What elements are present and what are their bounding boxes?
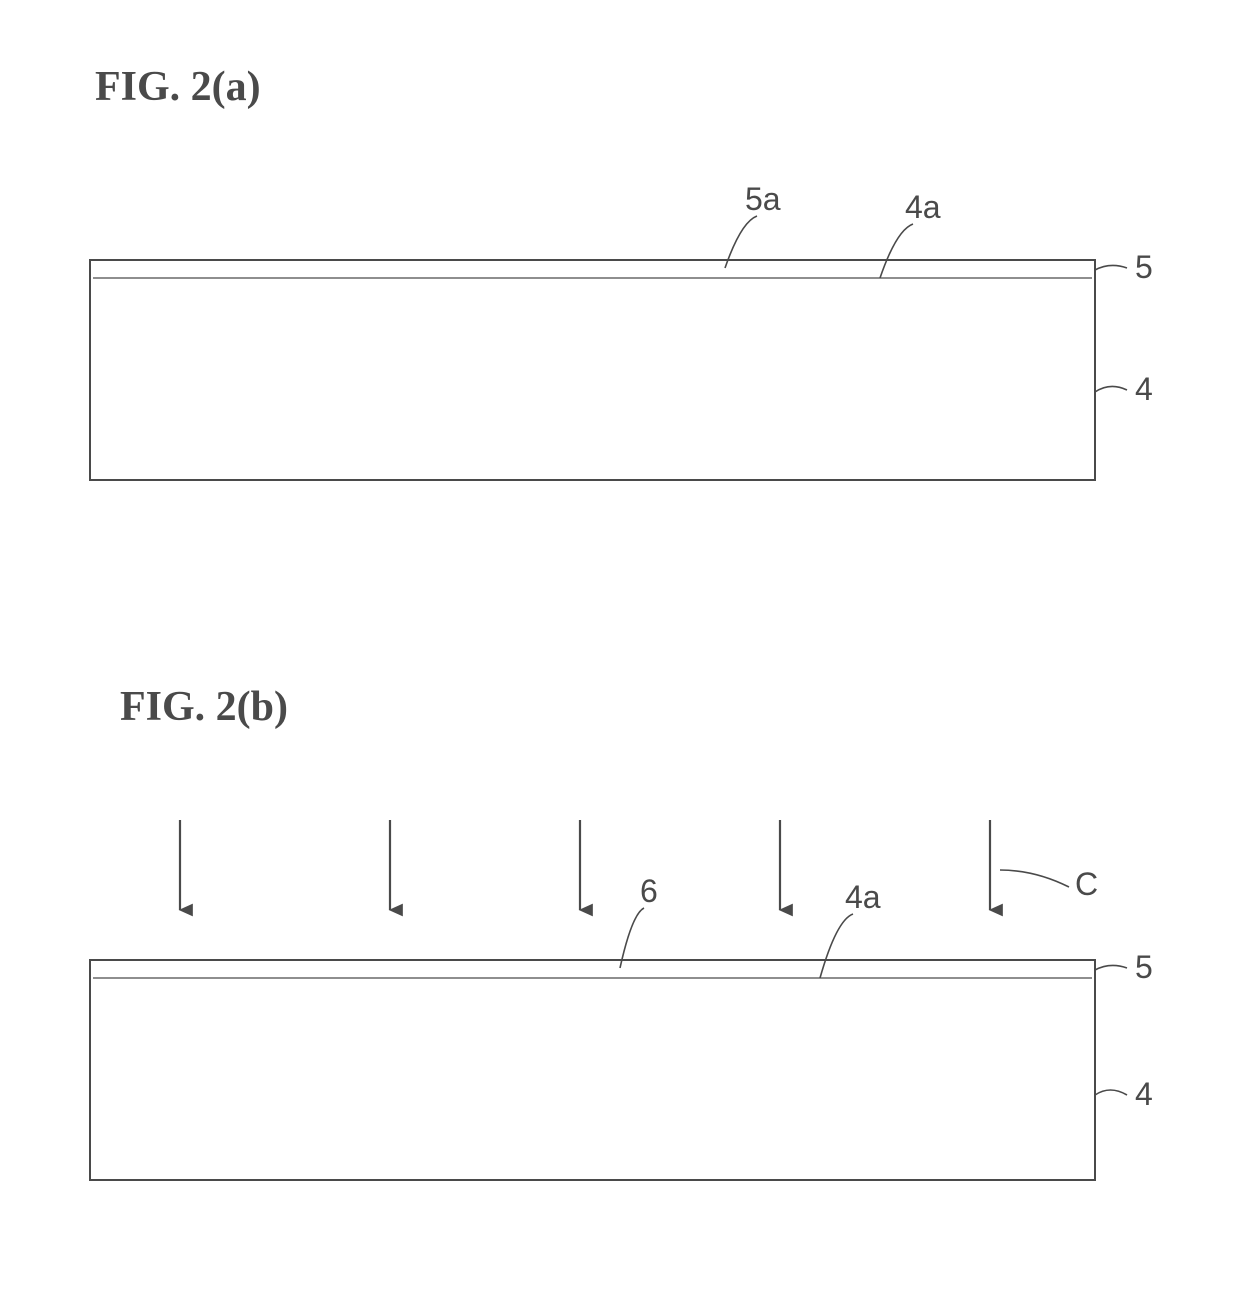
leader-curve — [1000, 870, 1069, 887]
label-5a: 5a — [745, 181, 781, 217]
label-4a: 4a — [845, 879, 881, 915]
figure-svg: FIG. 2(a) 5a 4a 5 4 FIG. 2(b) 6 4a C 5 4 — [0, 0, 1240, 1296]
label-4: 4 — [1135, 1076, 1153, 1112]
leader-curve — [1095, 1090, 1127, 1095]
label-6: 6 — [640, 873, 658, 909]
figure-title: FIG. 2(b) — [120, 684, 288, 730]
substrate-rect — [90, 260, 1095, 480]
label-C: C — [1075, 866, 1098, 902]
label-5: 5 — [1135, 949, 1153, 985]
label-4: 4 — [1135, 371, 1153, 407]
leader-curve — [1095, 386, 1127, 392]
label-5: 5 — [1135, 249, 1153, 285]
figure-title: FIG. 2(a) — [95, 64, 261, 110]
label-4a: 4a — [905, 189, 941, 225]
substrate-rect — [90, 960, 1095, 1180]
leader-curve — [1095, 965, 1127, 970]
leader-curve — [1095, 265, 1127, 270]
